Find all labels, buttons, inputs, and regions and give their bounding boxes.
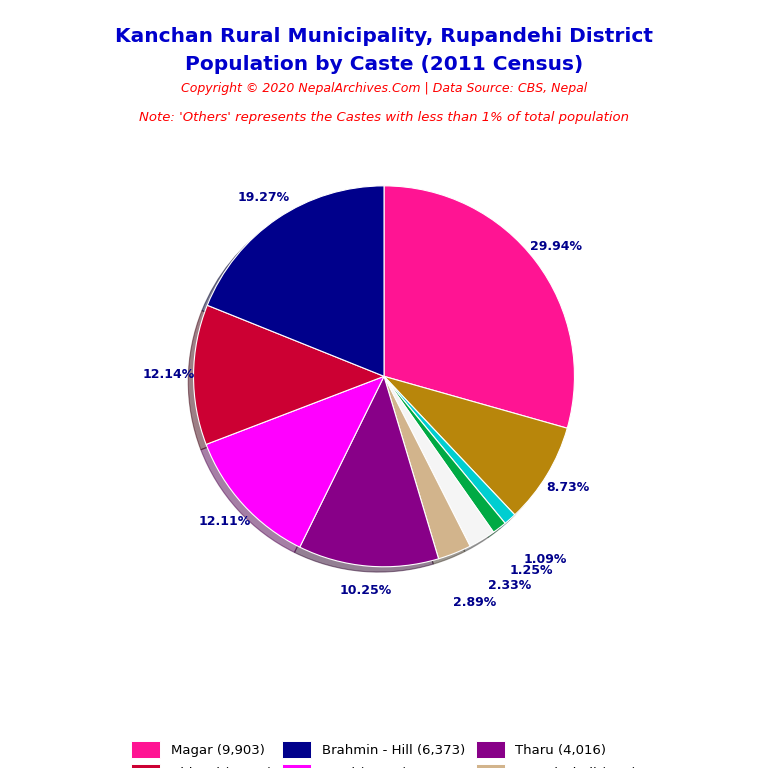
Wedge shape xyxy=(384,186,574,429)
Text: 1.25%: 1.25% xyxy=(510,564,554,577)
Wedge shape xyxy=(300,376,439,567)
Text: Note: 'Others' represents the Castes with less than 1% of total population: Note: 'Others' represents the Castes wit… xyxy=(139,111,629,124)
Wedge shape xyxy=(194,305,384,445)
Text: 29.94%: 29.94% xyxy=(530,240,581,253)
Text: Population by Caste (2011 Census): Population by Caste (2011 Census) xyxy=(185,55,583,74)
Text: 1.09%: 1.09% xyxy=(524,553,567,565)
Text: Copyright © 2020 NepalArchives.Com | Data Source: CBS, Nepal: Copyright © 2020 NepalArchives.Com | Dat… xyxy=(181,82,587,95)
Text: 19.27%: 19.27% xyxy=(237,191,290,204)
Wedge shape xyxy=(384,376,505,532)
Wedge shape xyxy=(206,376,384,547)
Wedge shape xyxy=(384,376,568,515)
Text: 12.11%: 12.11% xyxy=(199,515,251,528)
Text: 12.14%: 12.14% xyxy=(143,368,195,381)
Text: 8.73%: 8.73% xyxy=(546,482,590,495)
Wedge shape xyxy=(384,376,494,546)
Wedge shape xyxy=(207,186,384,376)
Wedge shape xyxy=(384,376,515,523)
Legend: Magar (9,903), Chhetri (4,005), Lodh (769), Others (2,886), Brahmin - Hill (6,37: Magar (9,903), Chhetri (4,005), Lodh (76… xyxy=(131,741,637,768)
Text: 10.25%: 10.25% xyxy=(340,584,392,598)
Wedge shape xyxy=(384,376,470,559)
Text: 2.33%: 2.33% xyxy=(488,579,531,592)
Text: 2.89%: 2.89% xyxy=(453,596,496,609)
Text: Kanchan Rural Municipality, Rupandehi District: Kanchan Rural Municipality, Rupandehi Di… xyxy=(115,27,653,46)
